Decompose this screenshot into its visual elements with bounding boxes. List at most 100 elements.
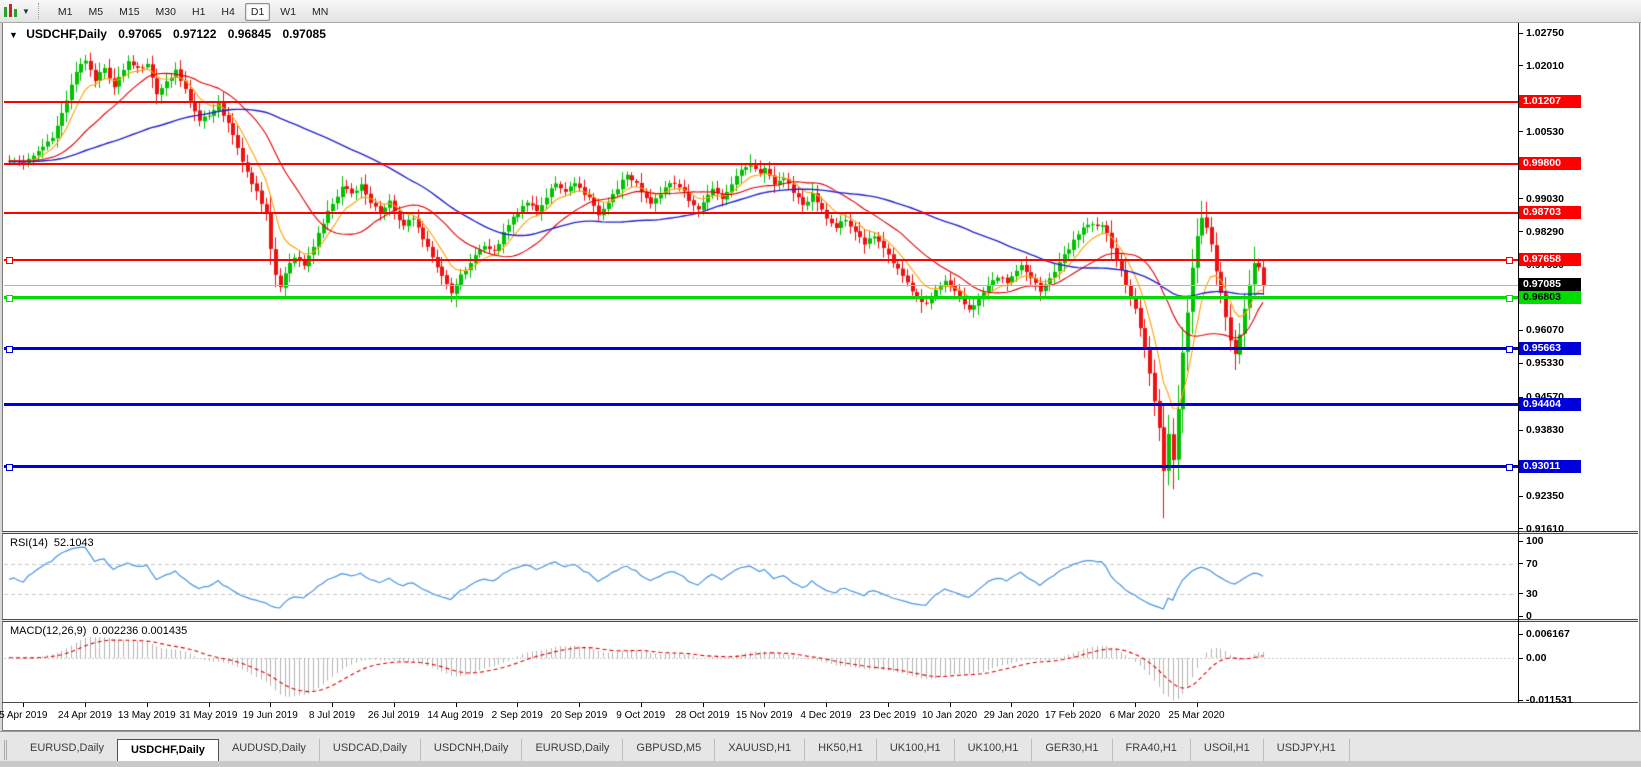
timeframe-button-MN[interactable]: MN [312,6,329,18]
symbol-tab-bar: EURUSD,Daily USDCHF,Daily AUDUSD,Daily USDC… [0,731,1641,762]
rsi-tick-100: 100 [1526,535,1544,547]
price-tick-0.96070: 0.96070 [1526,324,1564,337]
tab-fra40-h1[interactable]: FRA40,H1 [1113,739,1191,762]
timeframe-button-D1[interactable]: D1 [244,3,271,21]
tab-hk50-h1[interactable]: HK50,H1 [805,739,877,762]
price-badge-0.96803: 0.96803 [1519,290,1581,304]
panel-separator-rsi[interactable] [2,531,1638,534]
date-tick [332,703,333,707]
hline-1.01207[interactable] [4,100,1518,103]
macd-tick--0.011531: -0.011531 [1526,694,1573,706]
tab-usdjpy-h1[interactable]: USDJPY,H1 [1264,739,1350,762]
hline-handle-left[interactable] [6,256,13,264]
date-label: 23 Dec 2019 [859,710,917,721]
date-tick [517,703,519,707]
hline-0.93011[interactable] [4,465,1518,469]
macd-tick-0.006167: 0.006167 [1526,628,1570,641]
price-tick-0.92350: 0.92350 [1526,490,1564,502]
price-tick-1.02010: 1.02010 [1526,59,1564,72]
timeframe-button-M15[interactable]: M15 [119,6,140,18]
date-label: 25 Mar 2020 [1168,710,1225,721]
tab-xauusd-h1[interactable]: XAUUSD,H1 [715,739,806,762]
date-tick [85,703,86,707]
chart-tools-dropdown-arrow-icon[interactable]: ▼ [22,6,30,16]
collapse-arrow-icon[interactable]: ▼ [9,30,18,40]
hline-0.94404[interactable] [4,403,1518,407]
price-badge-1.01207: 1.01207 [1519,94,1581,108]
hline-0.97658[interactable] [4,258,1518,261]
timeframe-button-M5[interactable]: M5 [88,6,104,18]
rsi-tick-dash [1518,540,1523,542]
tab-usdcnh-daily[interactable]: USDCNH,Daily [421,739,523,762]
status-strip [0,761,1641,767]
rsi-tick-0: 0 [1526,610,1532,622]
tab-usdcad-daily[interactable]: USDCAD,Daily [320,739,421,762]
hline-0.96803[interactable] [4,296,1518,300]
rsi-tick-dash [1518,615,1523,617]
tab-uk100-h1[interactable]: UK100,H1 [877,739,955,762]
timeframe-button-W1[interactable]: W1 [280,6,297,18]
hline-0.98703[interactable] [4,212,1518,215]
timeframe-buttons: M1 M5 M15 M30 H1 H4 D1 W1 MN [50,2,336,21]
hline-handle-right[interactable] [1506,345,1513,353]
date-axis-separator [2,702,1638,703]
price-badge-0.99800: 0.99800 [1519,157,1581,171]
rsi-tick-70: 70 [1526,557,1538,570]
hline-0.95663[interactable] [4,347,1518,350]
chart-tools-icon[interactable] [2,3,20,19]
date-tick [1073,703,1074,707]
hline-handle-left[interactable] [6,345,13,353]
hline-0.99800[interactable] [4,163,1518,166]
date-label: 26 Jul 2019 [367,710,420,721]
hline-handle-right[interactable] [1506,256,1513,264]
timeframe-button-H1[interactable]: H1 [191,6,206,18]
date-label: 24 Apr 2019 [58,710,112,721]
date-tick [23,703,25,707]
price-tick-dash [1518,396,1523,398]
tab-bar-grip[interactable] [4,740,13,760]
timeframe-button-M1[interactable]: M1 [57,6,73,18]
date-label: 29 Jan 2020 [983,710,1039,721]
hline-handle-right[interactable] [1506,463,1513,471]
date-label: 31 May 2019 [179,710,238,721]
price-badge-0.98703: 0.98703 [1519,206,1581,220]
quote-low: 0.96845 [227,27,272,41]
hline-handle-left[interactable] [6,463,13,471]
toolbar: ▼ M1 M5 M15 M30 H1 H4 D1 W1 MN [0,0,1641,23]
price-tick-0.91610: 0.91610 [1526,522,1564,535]
tab-usoil-h1[interactable]: USOil,H1 [1191,739,1264,762]
timeframe-button-H4[interactable]: H4 [221,6,235,18]
timeframe-button-M30[interactable]: M30 [155,6,176,18]
rsi-tick-dash [1518,593,1523,594]
date-label: 14 Aug 2019 [427,710,484,721]
price-tick-0.95330: 0.95330 [1526,357,1564,370]
tab-gbpusd-m5[interactable]: GBPUSD,M5 [623,739,716,762]
price-tick-dash [1518,32,1523,34]
date-tick [1196,703,1198,707]
tab-uk100-h1[interactable]: UK100,H1 [955,739,1033,762]
date-tick [579,703,580,707]
tab-usdchf-daily[interactable]: USDCHF,Daily [116,739,219,762]
price-tick-dash [1518,131,1523,133]
hline-handle-left[interactable] [6,294,13,302]
price-badge-0.95663: 0.95663 [1519,341,1581,355]
date-label: 4 Dec 2019 [800,710,852,721]
date-tick [640,703,642,707]
date-tick [1134,703,1136,707]
date-tick [1011,703,1013,707]
panel-separator-macd[interactable] [2,619,1638,622]
tab-eurusd-daily[interactable]: EURUSD,Daily [17,739,118,762]
rsi-tick-30: 30 [1526,587,1538,600]
date-label: 13 May 2019 [117,710,176,721]
price-badge-0.94404: 0.94404 [1519,397,1581,411]
price-tick-1.02750: 1.02750 [1526,27,1564,39]
date-label: 20 Sep 2019 [550,710,608,721]
tab-eurusd-daily[interactable]: EURUSD,Daily [522,739,624,762]
hline-handle-right[interactable] [1506,294,1513,302]
date-tick [887,703,889,707]
price-tick-dash [1518,362,1523,364]
tab-ger30-h1[interactable]: GER30,H1 [1032,739,1113,762]
price-tick-dash [1518,495,1523,497]
tab-audusd-daily[interactable]: AUDUSD,Daily [219,739,320,762]
